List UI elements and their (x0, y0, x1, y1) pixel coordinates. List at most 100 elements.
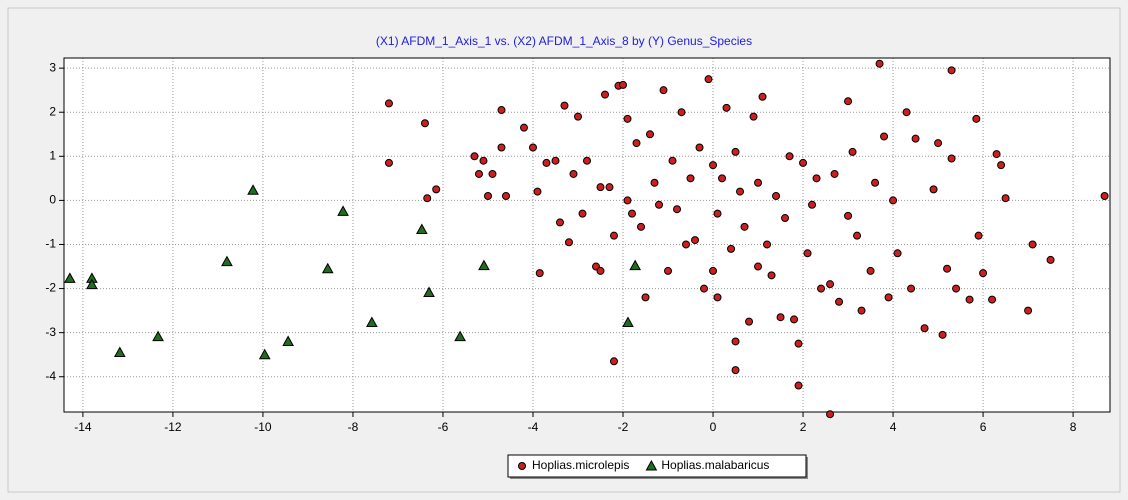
point (875, 59, 884, 68)
point (258, 348, 271, 360)
point (988, 295, 997, 304)
x-tick-label: -14 (74, 420, 92, 434)
point (569, 169, 578, 178)
point (384, 99, 393, 108)
legend-label: Hoplias.microlepis (532, 458, 629, 472)
point (700, 284, 709, 293)
x-tick-label: 8 (1070, 420, 1077, 434)
point (528, 143, 537, 152)
point (722, 103, 731, 112)
point (247, 184, 259, 195)
point (564, 238, 573, 247)
point (659, 86, 668, 95)
point (619, 80, 628, 89)
point (830, 169, 839, 178)
point (713, 209, 722, 218)
point (713, 293, 722, 302)
point (943, 264, 952, 273)
point (533, 187, 542, 196)
point (1001, 194, 1010, 203)
point (610, 231, 619, 240)
point (794, 339, 803, 348)
point (704, 75, 713, 84)
point (470, 152, 479, 161)
point (763, 240, 772, 249)
y-tick-label: -3 (45, 325, 56, 339)
point (113, 346, 126, 357)
point (803, 249, 812, 258)
point (848, 147, 857, 156)
point (871, 178, 880, 187)
point (857, 306, 866, 315)
point (573, 112, 582, 121)
point (938, 330, 947, 339)
x-tick-label: 4 (890, 420, 897, 434)
point (799, 158, 808, 167)
point (454, 330, 466, 342)
point (709, 266, 718, 275)
point (605, 183, 614, 192)
point (478, 259, 490, 271)
point (551, 156, 560, 165)
point (423, 286, 435, 298)
point (835, 297, 844, 306)
point (677, 108, 686, 117)
point (911, 134, 920, 143)
point (979, 269, 988, 278)
point (623, 196, 632, 205)
legend-marker (518, 462, 526, 470)
point (664, 266, 673, 275)
point (853, 231, 862, 240)
point (758, 92, 767, 101)
point (709, 161, 718, 170)
point (691, 236, 700, 245)
point (1100, 191, 1109, 200)
point (718, 174, 727, 183)
point (920, 324, 929, 333)
point (952, 284, 961, 293)
point (415, 223, 428, 234)
point (420, 119, 429, 128)
x-tick-label: -10 (254, 420, 272, 434)
point (1024, 306, 1033, 315)
point (366, 316, 378, 328)
x-tick-label: -4 (528, 420, 539, 434)
point (535, 269, 544, 278)
point (772, 191, 781, 200)
y-tick-label: 1 (49, 148, 56, 162)
point (488, 169, 497, 178)
legend (507, 454, 807, 478)
plot-border (63, 57, 1111, 413)
point (622, 316, 634, 328)
point (884, 293, 893, 302)
point (221, 255, 233, 267)
point (893, 249, 902, 258)
point (578, 209, 587, 218)
point (629, 259, 642, 271)
point (880, 132, 889, 141)
point (86, 278, 98, 290)
point (628, 209, 637, 218)
point (997, 161, 1006, 170)
point (479, 156, 488, 165)
x-tick-label: 2 (800, 420, 807, 434)
point (907, 284, 916, 293)
point (749, 112, 758, 121)
point (754, 178, 763, 187)
point (785, 152, 794, 161)
point (650, 178, 659, 187)
point (641, 293, 650, 302)
point (560, 101, 569, 110)
point (423, 194, 432, 203)
point (934, 139, 943, 148)
point (767, 271, 776, 280)
point (776, 313, 785, 322)
point (637, 222, 646, 231)
point (474, 169, 483, 178)
point (965, 295, 974, 304)
point (826, 410, 835, 419)
y-tick-label: -1 (45, 237, 56, 251)
point (282, 335, 294, 346)
point (695, 143, 704, 152)
point (497, 106, 506, 115)
